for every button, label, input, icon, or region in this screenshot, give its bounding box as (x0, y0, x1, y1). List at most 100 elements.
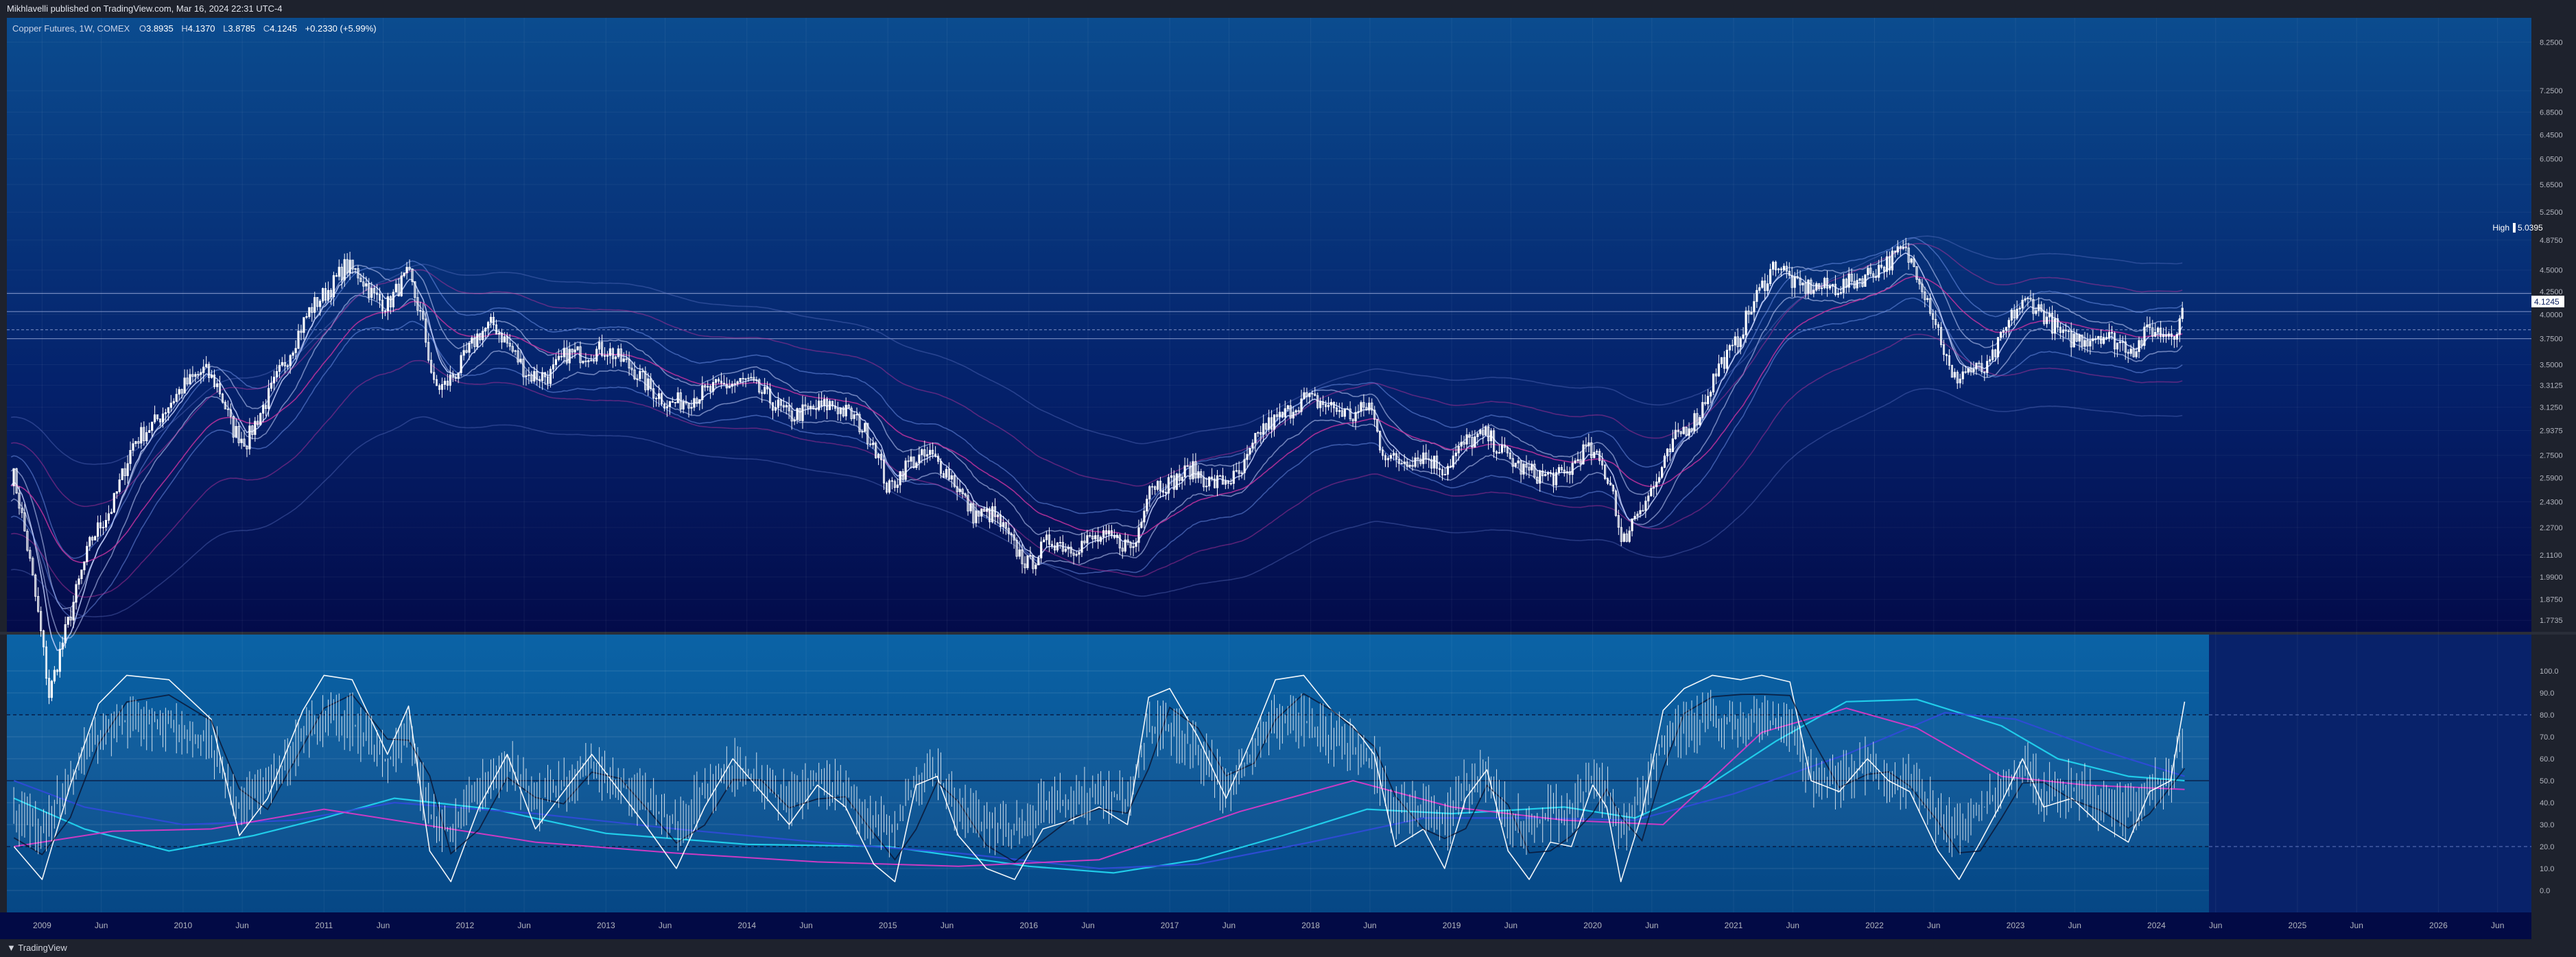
candle-body-626 (1707, 396, 1710, 405)
price-tick-23: 1.7735 (2540, 617, 2563, 625)
candle-body-32 (96, 522, 99, 537)
candle-body-16 (53, 670, 56, 682)
candle-body-191 (528, 374, 530, 377)
candle-body-66 (189, 374, 191, 385)
candle-body-281 (771, 402, 775, 411)
candle-body-729 (1986, 361, 1989, 373)
candle-body-388 (1061, 542, 1064, 552)
candle-body-43 (126, 463, 129, 476)
candle-body-800 (2178, 318, 2181, 335)
candle-body-285 (782, 405, 785, 407)
candle-body-727 (1981, 363, 1983, 373)
candle-body-431 (1178, 473, 1181, 481)
price-tick-0: 8.2500 (2540, 38, 2563, 47)
candle-body-180 (497, 332, 501, 335)
candle-body-78 (221, 393, 224, 403)
candle-body-551 (1503, 445, 1506, 448)
candle-body-583 (1590, 442, 1593, 458)
candle-body-161 (446, 381, 449, 386)
candle-body-706 (1924, 291, 1926, 300)
time-tick-20: 2019 (1443, 921, 1461, 930)
candle-body-302 (828, 401, 831, 410)
candle-body-776 (2113, 333, 2116, 350)
candle-body-603 (1644, 500, 1647, 511)
candle-body-207 (571, 348, 574, 353)
candle-body-123 (343, 259, 346, 281)
candle-body-282 (774, 407, 777, 411)
candle-body-590 (1609, 483, 1612, 486)
candle-body-682 (1858, 278, 1861, 281)
candle-body-372 (1018, 550, 1021, 557)
candle-body-629 (1714, 373, 1718, 377)
candle-body-740 (2016, 309, 2018, 319)
candle-body-778 (2118, 341, 2121, 344)
candle-body-474 (1295, 410, 1297, 413)
candle-body-337 (923, 449, 926, 457)
candle-body-362 (991, 506, 994, 523)
candle-body-574 (1565, 471, 1568, 473)
candle-body-749 (2040, 304, 2043, 311)
candle-body-782 (2129, 348, 2132, 354)
candle-body-119 (332, 275, 335, 298)
candle-body-196 (541, 372, 544, 381)
candle-body-159 (440, 384, 444, 390)
candle-body-39 (115, 491, 118, 494)
candle-body-524 (1430, 459, 1433, 469)
candle-body-414 (1132, 546, 1135, 548)
candle-body-184 (508, 342, 511, 347)
candle-body-601 (1639, 510, 1642, 515)
time-tick-23: Jun (1645, 921, 1658, 930)
tradingview-logo[interactable]: ▼ TradingView (7, 943, 67, 953)
time-tick-22: 2020 (1583, 921, 1602, 930)
candle-body-222 (611, 348, 615, 359)
oscillator-axis[interactable]: 100.0 90.0 80.0 70.0 60.0 50.0 40.0 30.0 20.0 10.… (2540, 667, 2559, 895)
candle-body-114 (318, 300, 322, 307)
candle-body-418 (1143, 510, 1146, 523)
candle-body-391 (1070, 547, 1072, 554)
chart-svg[interactable]: 8.2500 7.2500 6.8500 6.4500 6.0500 5.6500 5.25… (0, 18, 2576, 939)
candle-body-373 (1021, 550, 1024, 565)
time-tick-3: Jun (235, 921, 248, 930)
candle-body-298 (818, 401, 820, 410)
candle-body-364 (996, 515, 1000, 517)
candle-body-116 (324, 288, 327, 301)
candle-body-634 (1728, 345, 1731, 351)
candle-body-248 (682, 401, 685, 410)
candle-body-787 (2143, 327, 2146, 346)
candle-body-309 (847, 405, 850, 409)
osc-line-white (13, 674, 2186, 882)
candle-body-149 (414, 281, 416, 298)
candle-body-656 (1788, 270, 1791, 276)
candle-body-305 (836, 407, 839, 414)
candle-body-146 (405, 267, 408, 274)
candle-body-753 (2051, 312, 2054, 334)
candle-body-331 (907, 460, 910, 462)
candle-body-106 (297, 330, 300, 349)
time-axis[interactable]: 2009 Jun 2010 Jun 2011 Jun 2012 Jun 2013 Jun 2014 J… (33, 921, 2504, 930)
candle-body-177 (490, 316, 493, 323)
candle-body-79 (224, 401, 226, 410)
candle-body-326 (893, 481, 896, 488)
candle-body-666 (1815, 283, 1818, 291)
candle-body-27 (83, 561, 86, 571)
candle-body-178 (492, 316, 495, 325)
candle-body-701 (1910, 258, 1913, 263)
candle-body-570 (1555, 472, 1558, 486)
candle-body-200 (552, 364, 555, 370)
candle-body-22 (69, 616, 72, 621)
price-axis[interactable]: 8.2500 7.2500 6.8500 6.4500 6.0500 5.6500 5.25… (2540, 38, 2563, 625)
chart-area[interactable]: 8.2500 7.2500 6.8500 6.4500 6.0500 5.6500 5.25… (0, 18, 2576, 939)
candle-body-655 (1785, 265, 1788, 272)
candle-body-130 (362, 281, 365, 287)
publish-line: Mikhlavelli published on TradingView.com… (7, 3, 283, 14)
candle-body-742 (2021, 300, 2024, 309)
candle-body-204 (563, 348, 565, 357)
candle-body-1 (12, 468, 15, 486)
candle-body-341 (934, 453, 937, 457)
candle-body-462 (1262, 423, 1265, 435)
candle-body-113 (316, 297, 319, 307)
candle-body-91 (257, 421, 259, 425)
candle-body-618 (1685, 427, 1688, 436)
candle-body-516 (1408, 464, 1411, 467)
candle-body-457 (1249, 447, 1251, 455)
